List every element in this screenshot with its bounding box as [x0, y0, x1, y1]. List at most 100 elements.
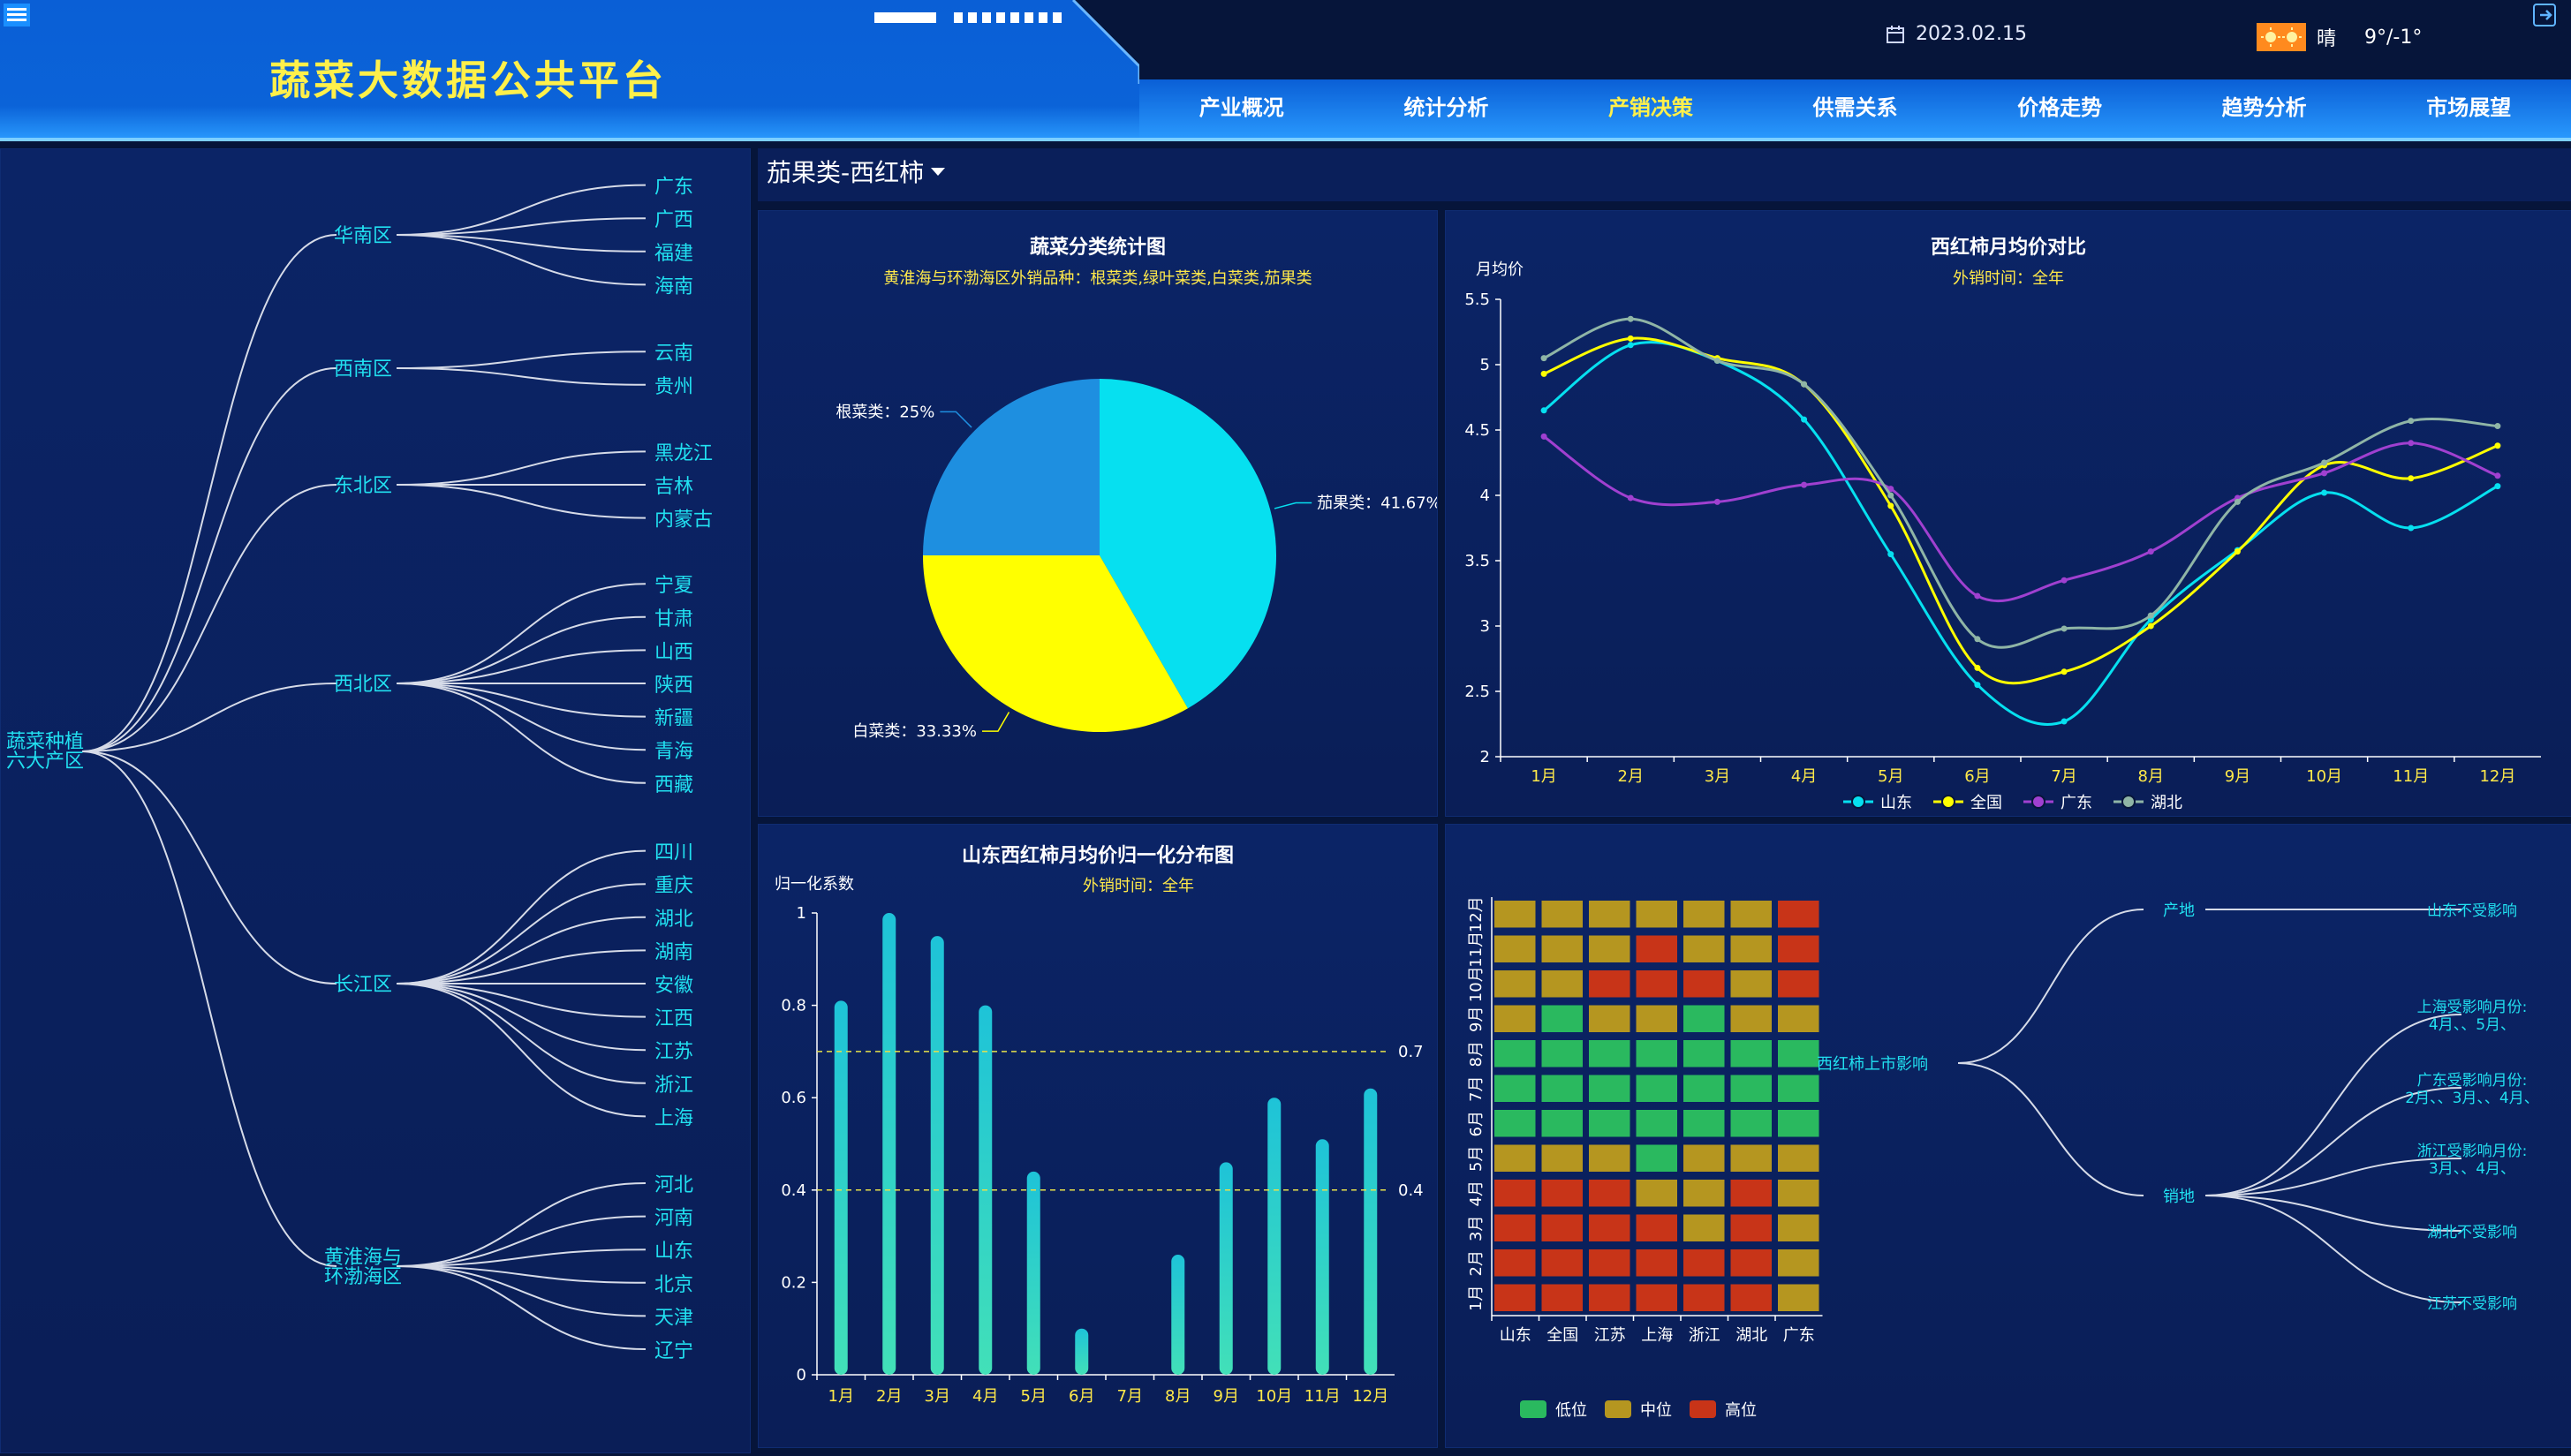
heatmap-cell[interactable]: [1494, 1005, 1536, 1033]
line-point[interactable]: [1627, 342, 1634, 349]
heatmap-cell[interactable]: [1589, 1284, 1630, 1312]
heatmap-cell[interactable]: [1589, 1110, 1630, 1137]
nav-item-5[interactable]: 趋势分析: [2221, 95, 2307, 120]
line-point[interactable]: [2061, 718, 2068, 725]
heatmap-cell[interactable]: [1636, 1249, 1678, 1277]
line-point[interactable]: [1887, 551, 1894, 558]
heatmap-cell[interactable]: [1730, 1180, 1773, 1207]
heatmap-cell[interactable]: [1541, 1214, 1584, 1242]
heatmap-cell[interactable]: [1683, 970, 1725, 998]
line-point[interactable]: [1974, 636, 1981, 643]
line-point[interactable]: [1627, 335, 1634, 342]
heatmap-cell[interactable]: [1636, 1040, 1678, 1067]
heatmap-cell[interactable]: [1494, 1075, 1536, 1103]
heatmap-cell[interactable]: [1683, 1110, 1725, 1137]
heatmap-cell[interactable]: [1636, 1284, 1678, 1312]
line-point[interactable]: [1801, 381, 1808, 388]
line-point[interactable]: [2408, 418, 2415, 425]
line-point[interactable]: [1627, 315, 1634, 322]
heatmap-cell[interactable]: [1683, 1180, 1725, 1207]
heatmap-cell[interactable]: [1730, 970, 1773, 998]
heatmap-cell[interactable]: [1494, 1180, 1536, 1207]
heatmap-cell[interactable]: [1730, 1110, 1773, 1137]
heatmap-cell[interactable]: [1778, 1110, 1819, 1137]
heatmap-cell[interactable]: [1541, 1180, 1584, 1207]
bar[interactable]: [1315, 1139, 1329, 1375]
heatmap-cell[interactable]: [1541, 1144, 1584, 1173]
bar[interactable]: [1026, 1171, 1040, 1375]
heatmap-cell[interactable]: [1494, 1214, 1536, 1242]
bar[interactable]: [1075, 1328, 1089, 1375]
line-legend-item[interactable]: 湖北: [2114, 794, 2182, 812]
heatmap-cell[interactable]: [1683, 1040, 1725, 1067]
line-point[interactable]: [2061, 577, 2068, 584]
heatmap-cell[interactable]: [1778, 1075, 1819, 1103]
nav-item-1[interactable]: 统计分析: [1403, 95, 1489, 120]
heatmap-cell[interactable]: [1730, 1284, 1773, 1312]
heatmap-cell[interactable]: [1589, 1249, 1630, 1277]
heatmap-cell[interactable]: [1589, 935, 1630, 963]
line-point[interactable]: [1540, 370, 1547, 377]
heatmap-cell[interactable]: [1494, 901, 1536, 928]
bar[interactable]: [834, 1000, 848, 1375]
heatmap-cell[interactable]: [1494, 1284, 1536, 1312]
heatmap-cell[interactable]: [1541, 1075, 1584, 1103]
line-point[interactable]: [1974, 664, 1981, 671]
heatmap-cell[interactable]: [1778, 1214, 1819, 1242]
line-point[interactable]: [2494, 423, 2501, 430]
heatmap-cell[interactable]: [1541, 1040, 1584, 1067]
bar[interactable]: [930, 936, 944, 1375]
line-point[interactable]: [1801, 481, 1808, 488]
line-point[interactable]: [2061, 625, 2068, 632]
line-point[interactable]: [2234, 498, 2241, 505]
heatmap-cell[interactable]: [1494, 1144, 1536, 1173]
line-point[interactable]: [1540, 407, 1547, 414]
heatmap-legend-item[interactable]: 高位: [1690, 1400, 1757, 1420]
line-point[interactable]: [2147, 548, 2154, 555]
line-point[interactable]: [1540, 355, 1547, 362]
heatmap-cell[interactable]: [1683, 901, 1725, 928]
menu-icon[interactable]: [4, 4, 30, 26]
heatmap-cell[interactable]: [1730, 1144, 1773, 1173]
heatmap-cell[interactable]: [1494, 970, 1536, 998]
pie-slice[interactable]: [923, 379, 1100, 555]
nav-item-2[interactable]: 产销决策: [1607, 95, 1693, 120]
heatmap-cell[interactable]: [1683, 1284, 1725, 1312]
heatmap-cell[interactable]: [1589, 1040, 1630, 1067]
heatmap-cell[interactable]: [1730, 1249, 1773, 1277]
category-select[interactable]: 茄果类-西红柿: [767, 154, 947, 189]
heatmap-cell[interactable]: [1683, 1249, 1725, 1277]
heatmap-cell[interactable]: [1541, 1284, 1584, 1312]
heatmap-cell[interactable]: [1730, 901, 1773, 928]
heatmap-cell[interactable]: [1494, 935, 1536, 963]
heatmap-cell[interactable]: [1778, 935, 1819, 963]
heatmap-cell[interactable]: [1683, 1144, 1725, 1173]
bar[interactable]: [1219, 1162, 1233, 1375]
heatmap-cell[interactable]: [1636, 1005, 1678, 1033]
heatmap-cell[interactable]: [1589, 1214, 1630, 1242]
heatmap-cell[interactable]: [1541, 901, 1584, 928]
line-point[interactable]: [2408, 475, 2415, 482]
heatmap-cell[interactable]: [1778, 1284, 1819, 1312]
line-point[interactable]: [1540, 433, 1547, 440]
heatmap-legend-item[interactable]: 低位: [1520, 1400, 1587, 1420]
line-point[interactable]: [1713, 358, 1720, 365]
heatmap-cell[interactable]: [1730, 935, 1773, 963]
heatmap-legend-item[interactable]: 中位: [1605, 1400, 1672, 1420]
heatmap-cell[interactable]: [1778, 1180, 1819, 1207]
heatmap-cell[interactable]: [1636, 935, 1678, 963]
line-point[interactable]: [1713, 498, 1720, 505]
heatmap-cell[interactable]: [1683, 935, 1725, 963]
heatmap-cell[interactable]: [1683, 1075, 1725, 1103]
heatmap-cell[interactable]: [1541, 1249, 1584, 1277]
line-legend-item[interactable]: 山东: [1843, 794, 1912, 812]
heatmap-cell[interactable]: [1494, 1110, 1536, 1137]
line-series[interactable]: [1543, 317, 2499, 649]
line-point[interactable]: [2408, 440, 2415, 447]
nav-item-0[interactable]: 产业概况: [1199, 95, 1284, 120]
heatmap-cell[interactable]: [1541, 935, 1584, 963]
nav-item-6[interactable]: 市场展望: [2426, 95, 2512, 120]
line-point[interactable]: [2234, 548, 2241, 555]
heatmap-cell[interactable]: [1778, 1249, 1819, 1277]
heatmap-cell[interactable]: [1589, 970, 1630, 998]
